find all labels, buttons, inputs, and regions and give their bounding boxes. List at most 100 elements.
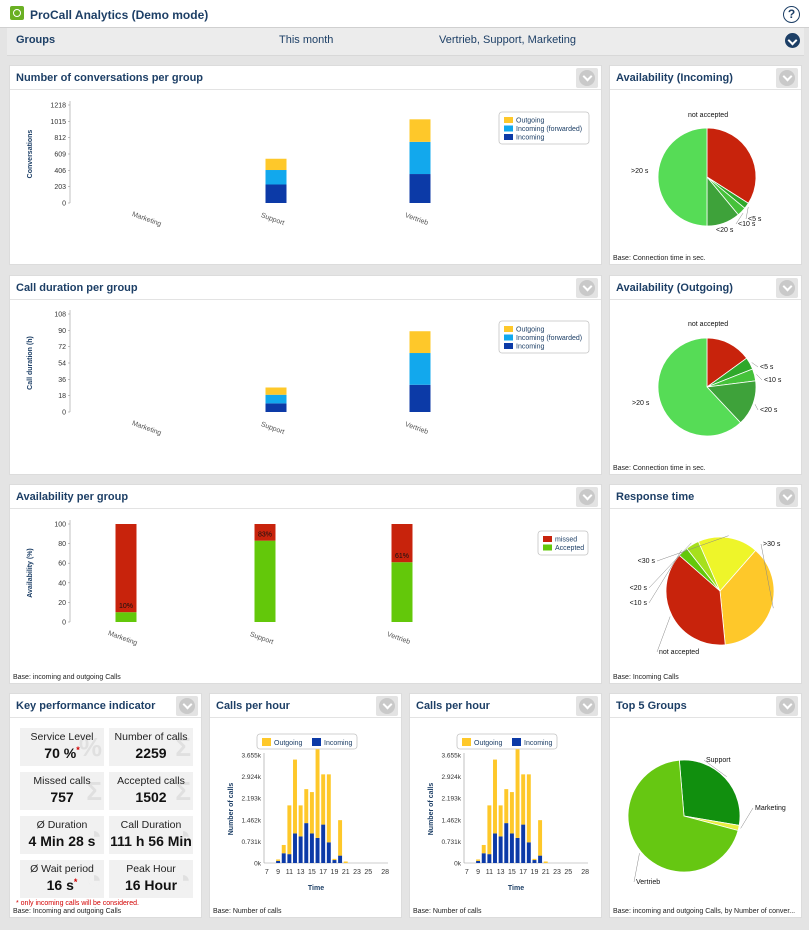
x-tick-label: 13 — [297, 869, 305, 876]
bar-segment — [493, 833, 497, 863]
bar-segment — [493, 759, 497, 834]
x-tick-label: 17 — [519, 869, 527, 876]
pie-label: <10 s — [630, 600, 648, 607]
panel-header: Response time — [610, 485, 801, 509]
bar-segment — [498, 836, 503, 863]
chevron-down-icon[interactable] — [776, 487, 798, 507]
bar-segment — [332, 860, 337, 863]
pie-leader-line — [751, 362, 759, 368]
kpi-label: Service Level — [30, 731, 94, 743]
y-tick-label: 406 — [54, 168, 66, 175]
calls-per-hour-panel-1: Calls per hour Outgoing Incoming 0k 0.731k 1… — [209, 693, 402, 918]
bar-segment — [515, 749, 520, 838]
base-note: Base: Incoming and outgoing Calls — [13, 908, 122, 915]
legend-swatch — [462, 738, 471, 746]
kpi-label: Peak Hour — [126, 863, 176, 875]
chevron-down-icon[interactable] — [785, 33, 800, 48]
legend-swatch — [504, 326, 513, 332]
x-tick-label: 9 — [276, 869, 280, 876]
panel-title: Availability (Outgoing) — [616, 282, 733, 294]
bar-segment — [543, 861, 548, 863]
panel-header: Key performance indicator — [10, 694, 201, 718]
pie-slice — [627, 759, 739, 873]
y-tick-label: 0.731k — [441, 839, 461, 846]
legend-swatch — [504, 343, 513, 349]
legend-label: Outgoing — [516, 327, 545, 334]
y-tick-label: 2.193k — [241, 796, 261, 803]
pie-label: not accepted — [688, 112, 728, 119]
panel-title: Availability per group — [16, 491, 129, 503]
filter-label: Groups — [16, 34, 56, 46]
chevron-down-icon[interactable] — [576, 487, 598, 507]
x-tick-label: 7 — [265, 869, 269, 876]
bar-segment — [487, 854, 492, 863]
chevron-down-icon[interactable] — [376, 696, 398, 716]
filter-period[interactable]: This month — [279, 34, 334, 46]
chevron-down-icon[interactable] — [576, 68, 598, 88]
kpi-value: 757 — [50, 789, 74, 805]
bar-segment — [304, 789, 309, 824]
legend-box — [256, 733, 358, 750]
bar-segment — [326, 774, 331, 843]
kpi-missed-calls: Σ Missed calls 757 — [20, 772, 104, 810]
sigma-icon: Σ — [86, 776, 102, 806]
chevron-down-icon[interactable] — [576, 278, 598, 298]
bar-segment — [498, 805, 503, 837]
bar-segment — [409, 174, 431, 203]
response-time-chart: >30 s not accepted <10 s <20 s <30 s — [630, 535, 781, 656]
kpi-value: 4 Min 28 s — [28, 833, 96, 849]
x-tick-label: 25 — [364, 869, 372, 876]
x-tick-label: 23 — [353, 869, 361, 876]
pie-label: <20 s — [760, 407, 778, 414]
x-tick-label: 11 — [486, 869, 493, 876]
y-tick-label: 20 — [58, 600, 66, 607]
y-tick-label: 100 — [54, 522, 66, 529]
bar-segment — [265, 170, 287, 185]
pie-label: not accepted — [659, 649, 699, 656]
kpi-value: 2259 — [135, 745, 167, 761]
bar-segment — [304, 823, 309, 863]
chevron-down-icon[interactable] — [576, 696, 598, 716]
pie-label: >30 s — [763, 541, 781, 548]
y-tick-label: 2.924k — [441, 774, 461, 781]
y-tick-label: 108 — [54, 312, 66, 319]
bar-segment — [326, 842, 331, 863]
bar-segment — [281, 853, 286, 863]
legend-box — [456, 733, 558, 750]
availability-incoming-panel: Availability (Incoming) not accepted <5 s… — [609, 65, 802, 265]
question-circle-icon[interactable]: ? — [783, 6, 800, 23]
data-label: 10% — [119, 603, 133, 610]
chevron-down-icon[interactable] — [776, 278, 798, 298]
panel-header: Top 5 Groups — [610, 694, 801, 718]
y-tick-label: 18 — [58, 393, 66, 400]
legend-label: Incoming — [524, 740, 553, 747]
group-filter-bar[interactable]: Groups This month Vertrieb, Support, Mar… — [7, 28, 804, 56]
legend-label: Outgoing — [274, 740, 303, 747]
chevron-down-icon[interactable] — [776, 696, 798, 716]
pie-leader-line — [703, 759, 727, 777]
x-tick-label: Marketing — [131, 211, 162, 228]
y-axis-label: Call duration (h) — [27, 336, 34, 390]
pie-label: <30 s — [638, 558, 656, 565]
legend-swatch — [312, 738, 321, 746]
bar-segment — [504, 789, 509, 824]
pie-slice — [657, 337, 742, 437]
kpi-service-level: % Service Level 70 %* — [20, 728, 104, 766]
sigma-icon: Σ — [175, 776, 191, 806]
pie-label: <10 s — [738, 221, 756, 228]
filter-groups[interactable]: Vertrieb, Support, Marketing — [439, 34, 576, 46]
chevron-down-icon[interactable] — [776, 68, 798, 88]
bar-segment — [409, 119, 431, 142]
bar-segment — [538, 820, 543, 856]
bar-segment — [409, 331, 431, 354]
kpi-call-duration: ◔ Call Duration 111 h 56 Min — [109, 816, 193, 854]
y-tick-label: 203 — [54, 184, 66, 191]
x-tick-label: 19 — [331, 869, 339, 876]
bar-segment — [298, 836, 303, 863]
legend-label: Incoming — [324, 740, 353, 747]
duration-chart: 0 18 36 54 72 90 108 Call duration (h) Marketing… — [27, 310, 590, 437]
bar-segment — [526, 774, 531, 843]
kpi-label: Number of calls — [114, 731, 188, 743]
pie-label: <5 s — [748, 216, 762, 223]
chevron-down-icon[interactable] — [176, 696, 198, 716]
